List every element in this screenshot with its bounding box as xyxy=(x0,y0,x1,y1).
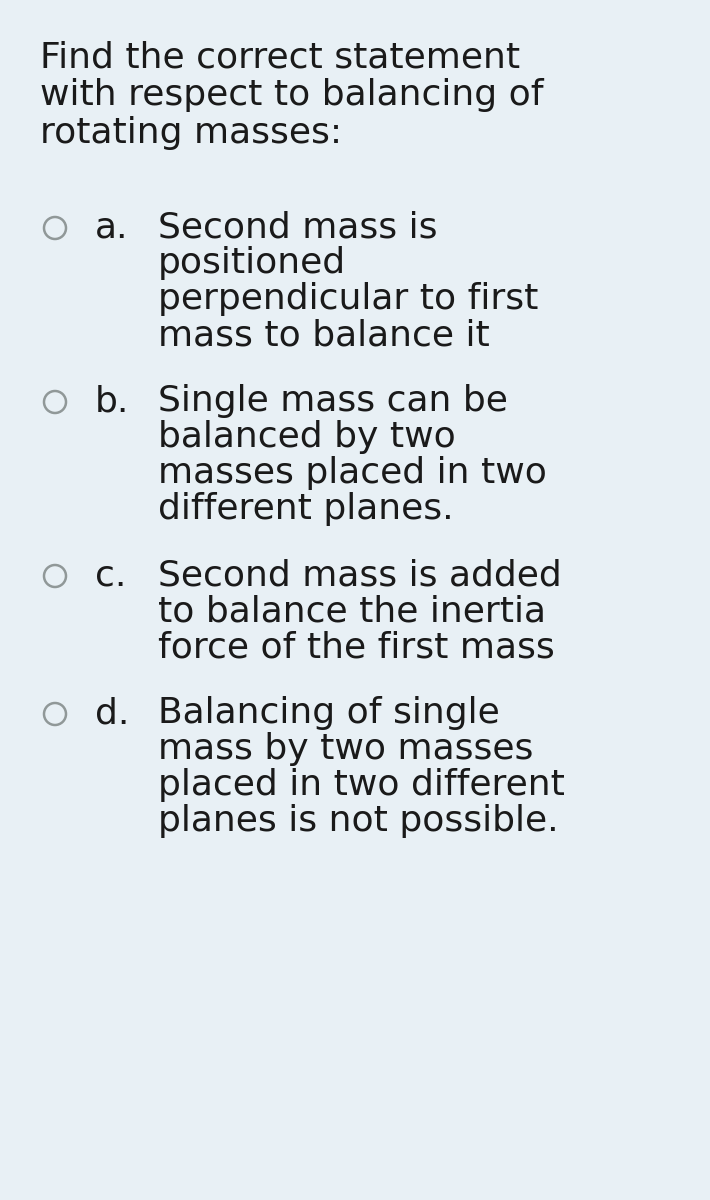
Text: d.: d. xyxy=(95,696,129,730)
Text: balanced by two: balanced by two xyxy=(158,420,456,454)
Text: to balance the inertia: to balance the inertia xyxy=(158,594,546,628)
Text: perpendicular to first: perpendicular to first xyxy=(158,282,538,316)
Text: mass to balance it: mass to balance it xyxy=(158,318,490,352)
Text: force of the first mass: force of the first mass xyxy=(158,630,555,664)
Text: mass by two masses: mass by two masses xyxy=(158,732,533,766)
Text: placed in two different: placed in two different xyxy=(158,768,565,802)
Text: b.: b. xyxy=(95,384,129,418)
Text: positioned: positioned xyxy=(158,246,346,280)
Text: a.: a. xyxy=(95,210,129,244)
Text: rotating masses:: rotating masses: xyxy=(40,116,342,150)
Text: masses placed in two: masses placed in two xyxy=(158,456,547,490)
Text: different planes.: different planes. xyxy=(158,492,454,526)
Text: c.: c. xyxy=(95,558,126,592)
Text: Balancing of single: Balancing of single xyxy=(158,696,500,730)
Text: Second mass is: Second mass is xyxy=(158,210,437,244)
Text: Second mass is added: Second mass is added xyxy=(158,558,562,592)
Text: Single mass can be: Single mass can be xyxy=(158,384,508,418)
Text: with respect to balancing of: with respect to balancing of xyxy=(40,78,543,112)
Text: Find the correct statement: Find the correct statement xyxy=(40,40,520,74)
Text: planes is not possible.: planes is not possible. xyxy=(158,804,559,838)
